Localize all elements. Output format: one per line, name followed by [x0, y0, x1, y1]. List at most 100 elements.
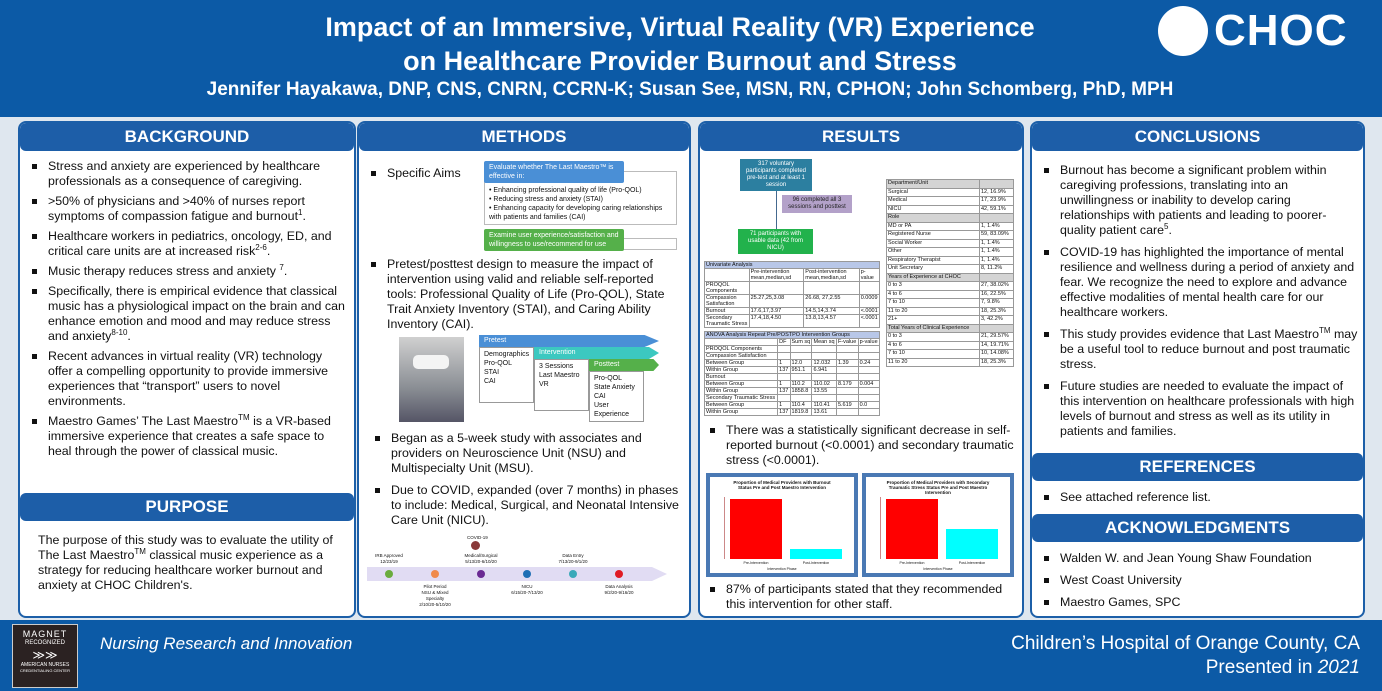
table-cell: NICU [886, 204, 980, 214]
table-cell: 18, 25.3% [979, 357, 1014, 367]
table-cell: <.0001 [858, 307, 881, 315]
table-cell: 4 to 6 [886, 340, 980, 350]
demographics-table: Department/Unit Surgical 12, 16.9% Medical 1… [886, 179, 1014, 367]
table-cell [789, 373, 813, 381]
text-segment: West Coast University [1060, 573, 1182, 587]
bullet-item: Due to COVID, expanded (over 7 months) i… [371, 483, 681, 528]
table-cell: Within Group [703, 408, 779, 416]
phase-label: Pretest [484, 337, 507, 344]
table-cell: 1, 1.4% [979, 221, 1014, 231]
table-row: 4 to 6 16, 22.5% [886, 289, 1014, 299]
conclusions-list: Burnout has become a significant problem… [1040, 163, 1358, 446]
bar-chart: Proportion of Medical Providers with Sec… [862, 473, 1014, 577]
table-cell [811, 352, 837, 360]
timeline-dot [431, 570, 439, 578]
superscript: 5 [1164, 221, 1169, 231]
event-text: 6/15/20-7/13/20 [511, 590, 543, 595]
table-row: Registered Nurse 59, 83.09% [886, 230, 1014, 240]
table-cell: 0.004 [857, 380, 881, 388]
table-cell [777, 394, 791, 402]
table-row: Years of Experience at CHOC [886, 272, 1014, 282]
table-cell [811, 373, 837, 381]
table-cell [789, 394, 813, 402]
event-text: IRB Approved [375, 553, 403, 558]
bullet-item: West Coast University [1040, 573, 1358, 588]
methods-list: Began as a 5-week study with associates … [371, 431, 681, 535]
table-header: Pre-intervention mean,median,sd Post-inte… [704, 268, 881, 282]
table-row: Social Worker 1, 1.4% [886, 238, 1014, 248]
table-row: Burnout [703, 373, 881, 381]
phase-arrow: Pretest [479, 335, 659, 347]
table-cell: 12, 16.9% [979, 187, 1014, 197]
table-cell: 1 [777, 380, 791, 388]
timeline-event: Data Analysis 9/2/20-9/16/20 [599, 584, 639, 596]
event-text: Data Analysis [605, 584, 633, 589]
table-row: Secondary Traumatic Stress 17.4,18,4.50 13… [704, 314, 881, 328]
column-header: DF [777, 338, 791, 346]
event-text: 7/13/20-9/1/20 [558, 559, 588, 564]
table-cell: 13.61 [811, 408, 837, 416]
timeline-dot [385, 570, 393, 578]
table-cell: Role [886, 213, 980, 223]
text-segment: Music therapy reduces stress and anxiety [48, 264, 280, 278]
table-cell: MD or PA [886, 221, 980, 231]
bullet-item: Walden W. and Jean Young Shaw Foundation [1040, 551, 1358, 566]
text-segment: Burnout has become a significant problem… [1060, 163, 1327, 237]
flow-connector [776, 173, 777, 239]
flow-box-usable: 71 participants with usable data (42 fro… [738, 229, 813, 254]
table-cell: 11 to 20 [886, 357, 980, 367]
magnet-badge: MAGNET RECOGNIZED ≫≫ AMERICAN NURSES CRE… [12, 624, 78, 688]
column-header [704, 268, 750, 282]
phase-item: CAI [484, 378, 496, 385]
univariate-table: Univariate Analysis Pre-intervention mean… [704, 261, 881, 328]
event-text: 12/23/19 [380, 559, 398, 564]
table-cell [979, 272, 1014, 282]
table-row: Burnout 17.6,17,3.97 14.5,14,3.74 <.0001 [704, 307, 881, 315]
table-cell [777, 373, 791, 381]
phase-item: Demographics [484, 351, 530, 358]
table-cell: 137 [777, 387, 791, 395]
column-header: Mean sq [811, 338, 837, 346]
text-segment: This study provides evidence that Last M… [1060, 327, 1319, 341]
y-axis [724, 497, 725, 559]
table-cell: 1 [777, 401, 791, 409]
study-timeline: COVID-19 IRB Approved 12/23/19 Pilot Period… [367, 535, 687, 616]
table-row: 7 to 10 7, 9.8% [886, 298, 1014, 308]
table-cell: 12.0 [789, 359, 813, 367]
table-cell: Within Group [703, 387, 779, 395]
findings-list: There was a statistically significant de… [706, 423, 1018, 475]
background-purpose-column: BACKGROUND Stress and anxiety are experi… [18, 121, 356, 618]
anova-table: ANOVA Analysis Repeat Pre/POSTPO Interve… [703, 331, 881, 416]
table-cell: Unit Secretary [886, 264, 980, 274]
flow-box-completed: 96 completed all 3 sessions and posttest [782, 195, 852, 213]
table-cell: <.0001 [858, 314, 881, 328]
event-text: 5/13/20-6/10/20 [465, 559, 497, 564]
presented-year: 2021 [1317, 657, 1360, 678]
table-row: 21+ 3, 42.2% [886, 315, 1014, 325]
phase-item: Last Maestro VR [539, 372, 580, 388]
poster-footer: MAGNET RECOGNIZED ≫≫ AMERICAN NURSES CRE… [0, 620, 1382, 691]
table-row: Department/Unit [886, 179, 1014, 189]
text-segment: . [302, 209, 306, 223]
timeline-dot [615, 570, 623, 578]
table-cell: 7 to 10 [886, 349, 980, 359]
timeline-arrow [367, 567, 667, 581]
poster-header: Impact of an Immersive, Virtual Reality … [0, 0, 1382, 117]
vr-user-photo [399, 337, 464, 422]
table-cell: 110.02 [811, 380, 837, 388]
bullet-item: This study provides evidence that Last M… [1040, 326, 1358, 372]
aim-item: • Enhancing professional quality of life… [489, 187, 642, 194]
text-segment: Recent advances in virtual reality (VR) … [48, 349, 329, 408]
purpose-text: The purpose of this study was to evaluat… [38, 533, 338, 593]
category-label: Post-Intervention [802, 561, 830, 565]
table-cell: 137 [777, 408, 791, 416]
aim2-header: Examine user experience/satisfaction and… [484, 229, 624, 251]
design-text: Pretest/posttest design to measure the i… [367, 257, 685, 332]
table-cell [979, 213, 1014, 223]
table-row: Medical 17, 23.9% [886, 196, 1014, 206]
superscript: 2-6 [255, 242, 267, 252]
table-cell: 27, 38.02% [979, 281, 1014, 291]
table-cell: 12.032 [811, 359, 837, 367]
column-header [703, 338, 779, 346]
table-row: Surgical 12, 16.9% [886, 187, 1014, 197]
